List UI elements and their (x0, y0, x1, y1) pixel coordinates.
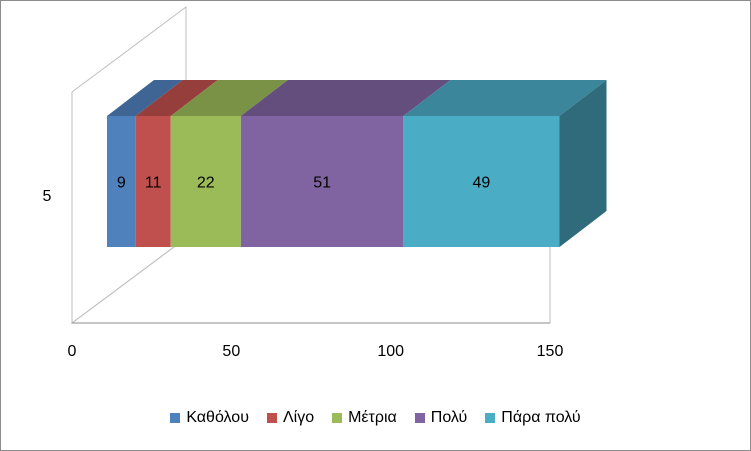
bar-segment-1 (107, 116, 136, 247)
legend-label: Πολύ (430, 409, 468, 426)
bar-stack (107, 80, 607, 247)
bar-top-5 (403, 80, 607, 116)
bar-segment-4 (240, 116, 404, 247)
data-label-4: 51 (313, 175, 331, 192)
data-labels: 9 11 22 51 49 (117, 175, 491, 192)
legend-swatch (485, 413, 496, 423)
legend-item: Πάρα πολύ (485, 409, 581, 427)
legend-label: Πάρα πολύ (501, 409, 581, 426)
y-category-label: 5 (43, 188, 52, 205)
data-label-1: 9 (117, 175, 126, 192)
bar-top-3 (170, 80, 288, 116)
legend-item: Μέτρια (332, 409, 397, 427)
legend-label: Λίγο (282, 409, 315, 426)
floor (70, 237, 551, 324)
legend-swatch (266, 413, 277, 423)
x-tick-label: 150 (537, 343, 564, 360)
legend-item: Πολύ (414, 409, 468, 427)
data-label-2: 11 (145, 175, 162, 192)
legend-swatch (332, 413, 343, 423)
legend-item: Καθόλου (170, 409, 249, 427)
bar-top-2 (135, 80, 218, 116)
x-tick-label: 0 (68, 343, 77, 360)
bar-segment-2 (135, 116, 171, 247)
legend-swatch (414, 413, 425, 423)
x-tick-labels: 0 50 100 150 (68, 343, 564, 360)
x-tick-label: 50 (222, 343, 240, 360)
x-tick-label: 100 (377, 343, 404, 360)
legend-item: Λίγο (266, 409, 315, 427)
bar-segment-5 (403, 116, 560, 247)
bar-top-1 (107, 80, 183, 116)
legend: Καθόλου Λίγο Μέτρια Πολύ Πάρα πολύ (0, 405, 751, 431)
data-label-5: 49 (473, 175, 491, 192)
bar-segment-3 (170, 116, 241, 247)
bar-side (559, 80, 607, 247)
data-label-3: 22 (197, 175, 215, 192)
legend-label: Μέτρια (348, 409, 397, 426)
legend-label: Καθόλου (186, 409, 249, 426)
legend-swatch (170, 413, 181, 423)
bar-top-4 (240, 80, 451, 116)
